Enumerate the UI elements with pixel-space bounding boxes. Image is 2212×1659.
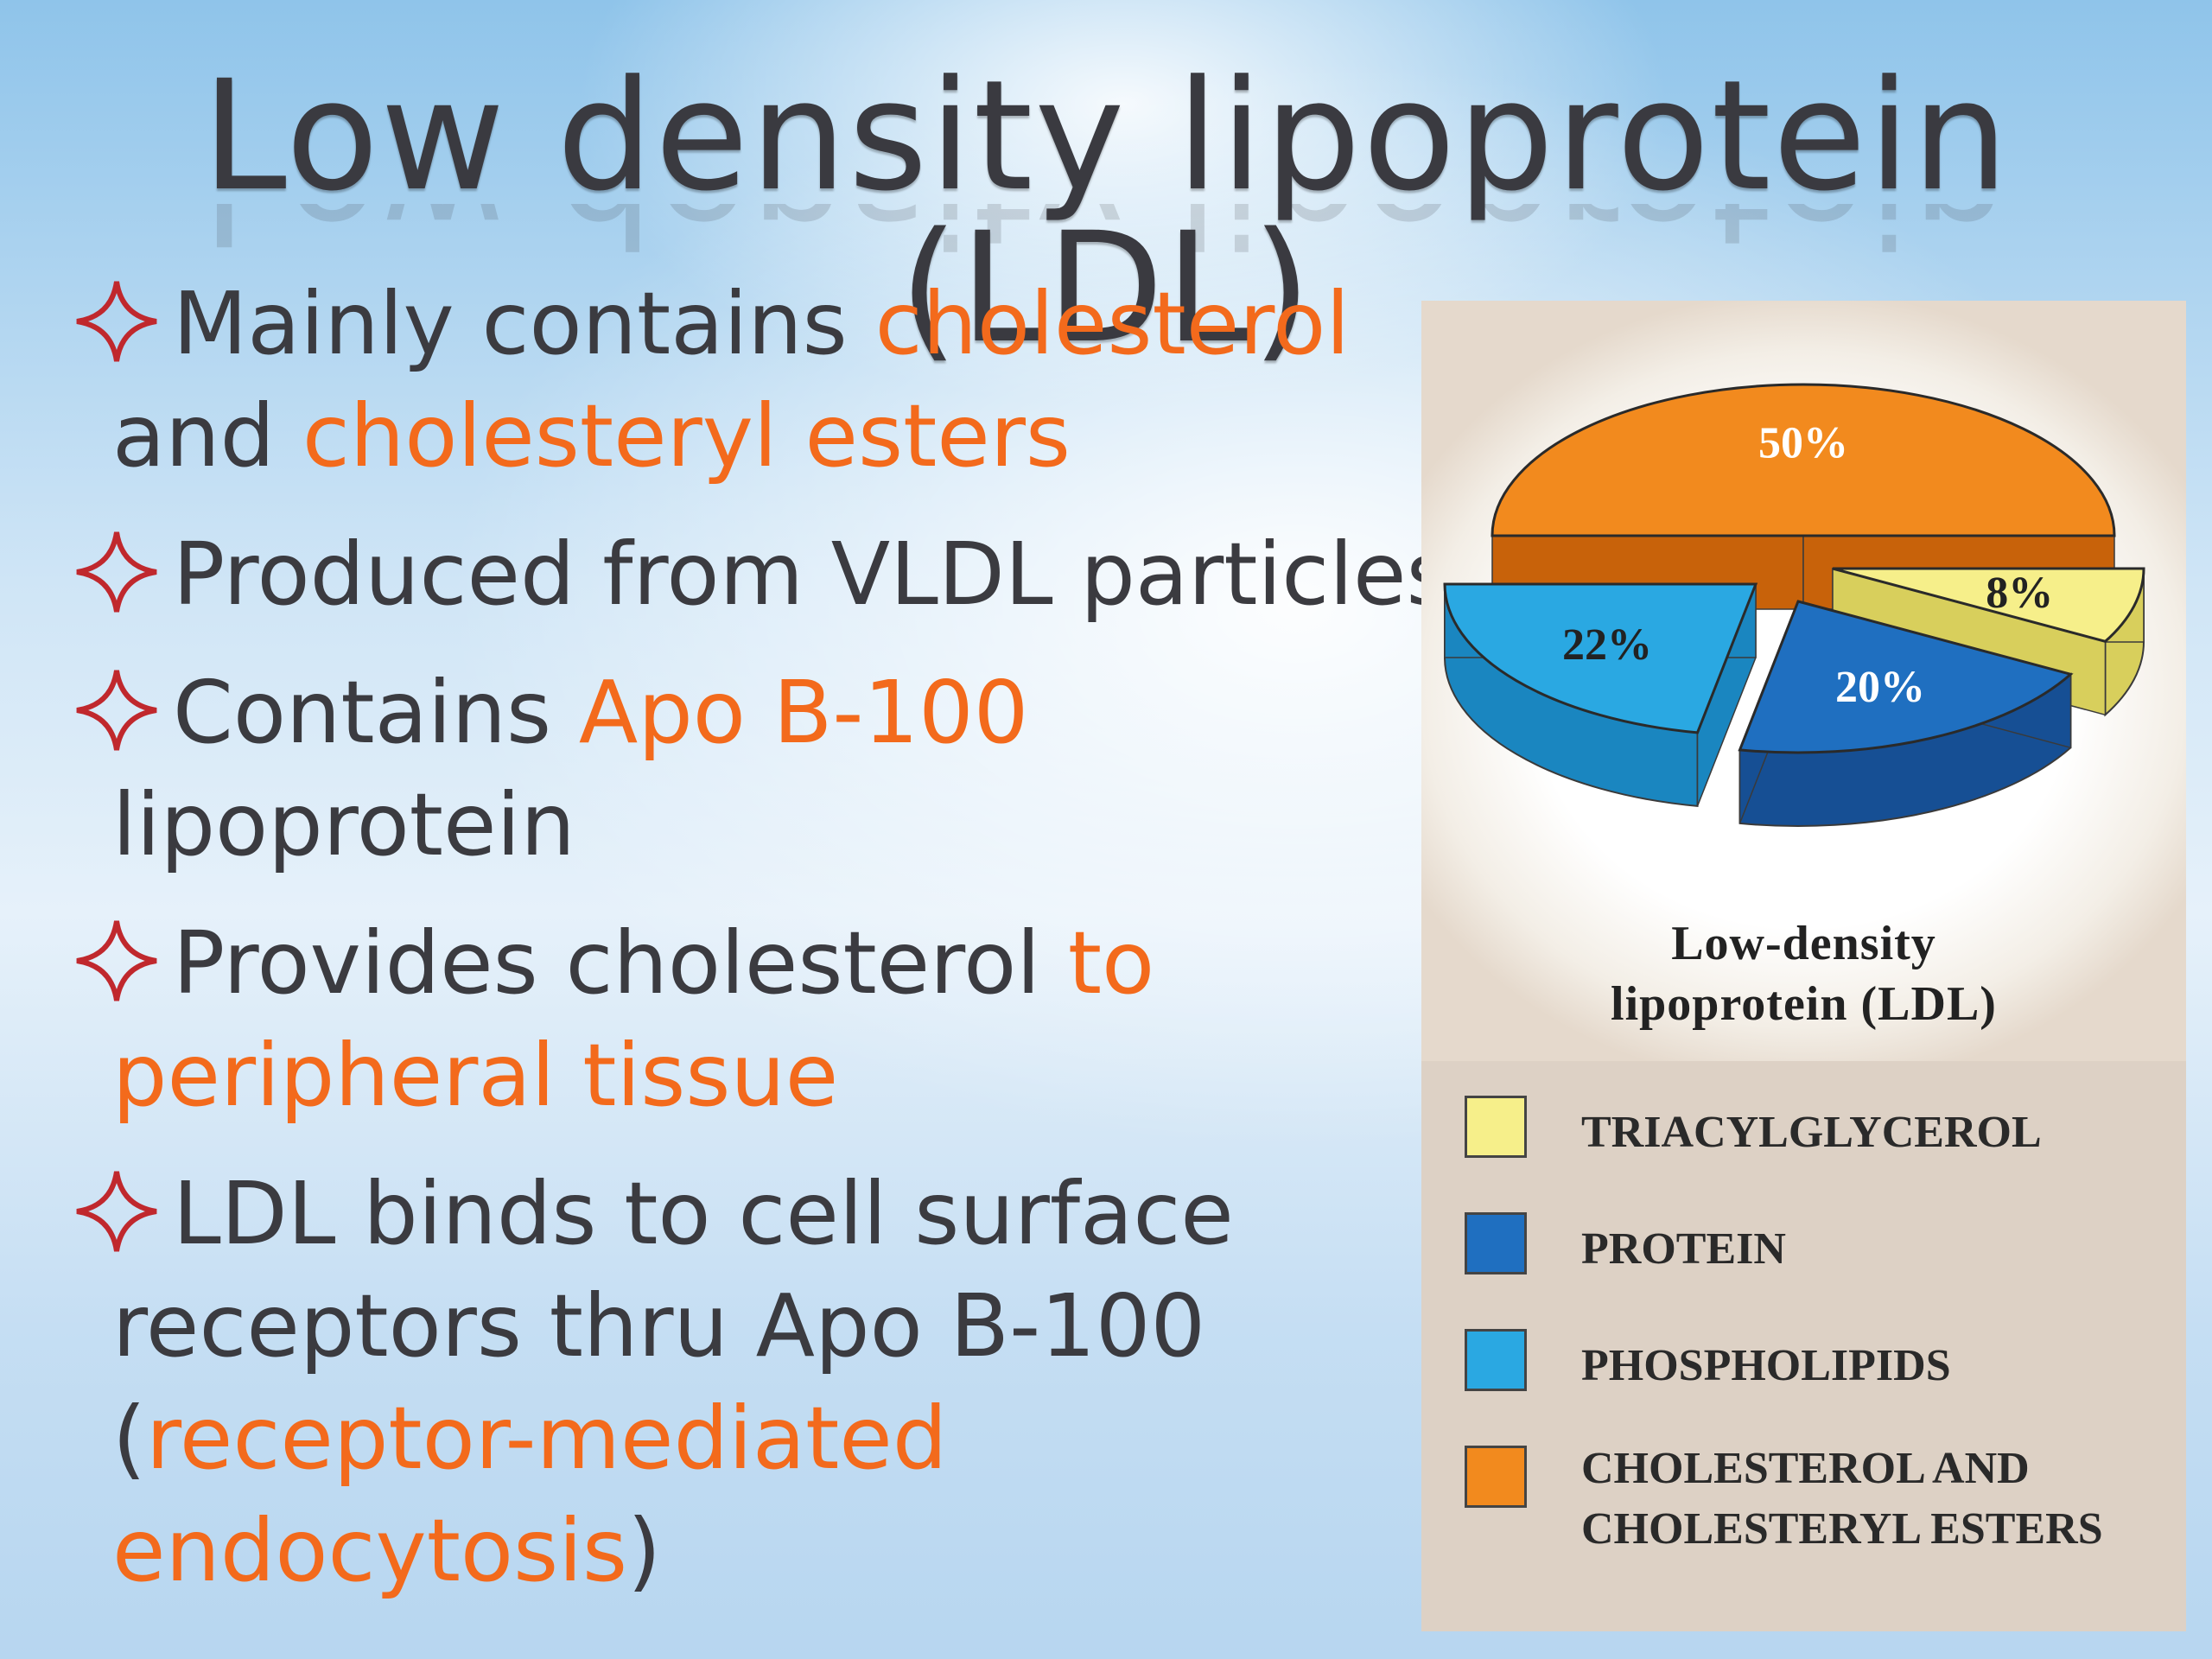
- bullet-line: lipoprotein: [73, 769, 1421, 881]
- bullet-item: Produced from VLDL particles: [73, 518, 1452, 631]
- bullet-line: Contains Apo B-100: [73, 657, 1421, 769]
- legend-swatch-triacylglycerol: [1465, 1096, 1527, 1158]
- slide-title-reflection: Low density lipoprotein (LDL): [0, 204, 2212, 264]
- bullet-text: LDL binds to cell surface: [173, 1163, 1234, 1264]
- bullet-item: Provides cholesterol to peripheral tissue: [73, 907, 1421, 1132]
- pie-data-label: 8%: [1986, 569, 2053, 618]
- highlighted-text: peripheral tissue: [112, 1025, 839, 1126]
- star-bullet-icon: [76, 281, 157, 362]
- bullet-line: (receptor-mediated: [73, 1382, 1421, 1495]
- bullet-text: Mainly contains: [173, 273, 875, 374]
- legend-label-line-1: CHOLESTEROL AND: [1581, 1444, 2030, 1493]
- star-bullet-icon: [76, 531, 157, 613]
- bullet-item: Mainly contains cholesterol and cholester…: [73, 268, 1421, 493]
- bullet-text: Produced from VLDL particles: [173, 524, 1452, 625]
- bullet-line: Mainly contains cholesterol: [73, 268, 1421, 380]
- bullet-text: and: [112, 385, 302, 486]
- pie-data-label: 50%: [1758, 419, 1848, 468]
- star-bullet-icon: [76, 1171, 157, 1252]
- bullet-line: peripheral tissue: [73, 1020, 1421, 1132]
- bullet-item: Contains Apo B-100 lipoprotein: [73, 657, 1421, 881]
- highlighted-text: cholesterol: [874, 273, 1351, 374]
- pie-data-label: 22%: [1562, 620, 1652, 670]
- pie-slice-triacylglycerol: 8%: [1832, 567, 2145, 717]
- star-bullet-icon: [76, 670, 157, 751]
- legend-swatch-cholesterol: [1465, 1446, 1527, 1508]
- pie-data-label: 20%: [1835, 663, 1925, 712]
- bullet-line: and cholesteryl esters: [73, 380, 1421, 493]
- bullet-line: LDL binds to cell surface: [73, 1158, 1421, 1270]
- bullet-text: receptors thru Apo B-100: [112, 1275, 1206, 1376]
- highlighted-text: endocytosis: [112, 1500, 628, 1601]
- highlighted-text: receptor-mediated: [146, 1388, 948, 1489]
- legend-label: TRIACYLGLYCEROL: [1581, 1108, 2042, 1157]
- pie-slice-top: [1443, 582, 1758, 734]
- pie-slice-protein: 20%: [1738, 600, 2074, 827]
- chart-title-line-1: Low-density: [1671, 917, 1936, 970]
- bullet-text: Contains: [173, 662, 579, 763]
- pie-slice-top: [1738, 600, 2074, 754]
- bullet-line: endocytosis): [73, 1495, 1421, 1607]
- pie-slice-top: [1832, 567, 2145, 643]
- bullet-item: LDL binds to cell surface receptors thru …: [73, 1158, 1421, 1607]
- legend-label: PHOSPHOLIPIDS: [1581, 1341, 1951, 1390]
- legend-label: PROTEIN: [1581, 1224, 1786, 1274]
- legend-swatch-phospholipids: [1465, 1329, 1527, 1391]
- chart-legend: TRIACYLGLYCEROL PROTEIN PHOSPHOLIPIDS CH…: [1421, 1061, 2186, 1631]
- bullet-text: Provides cholesterol: [173, 912, 1068, 1014]
- bullet-line: Produced from VLDL particles: [73, 518, 1452, 631]
- chart-plot-area: 50% 8% 22% 20% Low-density lipoprotein (LDL…: [1421, 301, 2186, 1061]
- ldl-composition-chart: 50% 8% 22% 20% Low-density lipoprotein (LDL…: [1421, 301, 2186, 1631]
- bullet-line: receptors thru Apo B-100: [73, 1270, 1421, 1382]
- highlighted-text: Apo B-100: [578, 662, 1029, 763]
- pie-chart-svg: 50% 8% 22% 20%: [1443, 383, 2145, 827]
- chart-title-line-2: lipoprotein (LDL): [1611, 977, 1997, 1031]
- bullet-list: Mainly contains cholesterol and cholester…: [73, 268, 1452, 1633]
- bullet-line: Provides cholesterol to: [73, 907, 1421, 1020]
- legend-label-line-2: CHOLESTERYL ESTERS: [1581, 1504, 2103, 1554]
- pie-slice-phospholipids: 22%: [1443, 582, 1758, 807]
- bullet-text: ): [627, 1500, 662, 1601]
- pie-slice-top: [1491, 383, 2116, 537]
- legend-swatch-protein: [1465, 1212, 1527, 1274]
- bullet-text: (: [112, 1388, 147, 1489]
- highlighted-text: cholesteryl esters: [302, 385, 1071, 486]
- highlighted-text: to: [1067, 912, 1155, 1014]
- slide-title: Low density lipoprotein (LDL): [201, 48, 2011, 377]
- star-bullet-icon: [76, 920, 157, 1001]
- bullet-text: lipoprotein: [112, 774, 575, 875]
